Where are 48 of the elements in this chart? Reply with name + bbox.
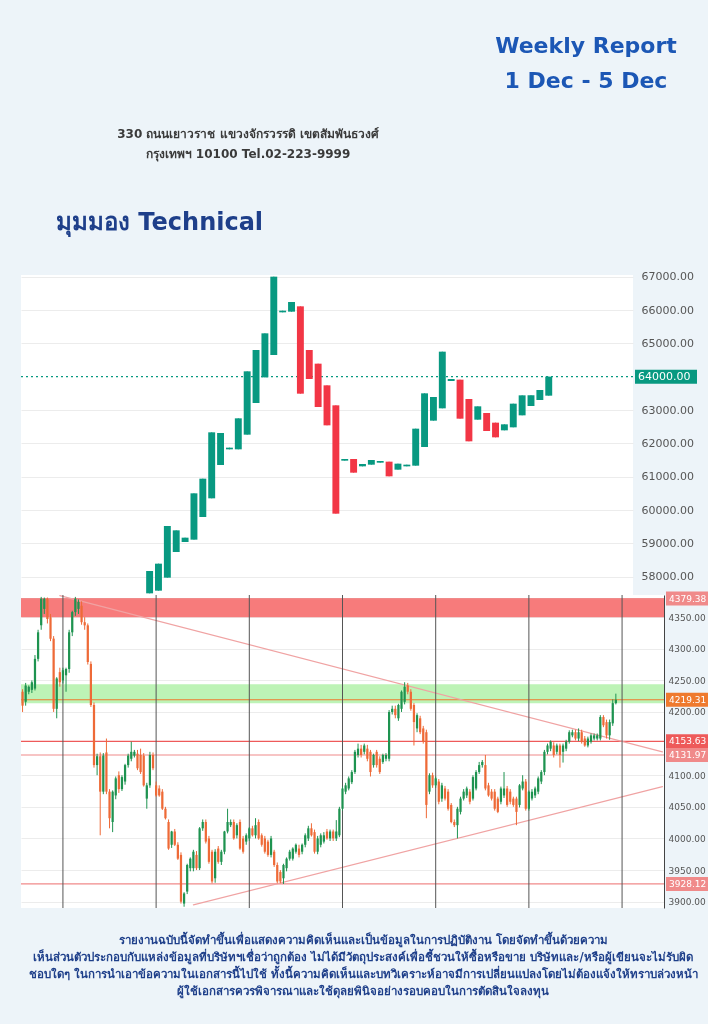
candlestick bbox=[24, 682, 27, 707]
y-tick-label: 4100.00 bbox=[668, 770, 706, 781]
text: รายงานฉบับนี้จัดทำขึ้นเพื่อแสดงความคิดเห็นและเป็นข้อมูลในการปฏิบัติงาน โดยจัดทำขึ้นด้วยความ เห็นส่วนตัวประกอบกับแหล่งข้อมูลที่บริษัทฯเชื่อว่าถูกต้อง ไม่ได้มีวัตถุประสงค์เพื่อชี้ชวนให้ซื้อหรือขาย บริษัทและ/หรือผู้เขียนจะไม่รับผิด ชอบใดๆ ในการนำเอาข้อความในเอกสารนี้ไปใช้ ทั้งนี้ความคิดเห็นและบทวิเคราะห์อาจมีการเปลี่ยนแปลงโดยไม่ต้องแจ้งให้ทราบล่วงหน้า ผู้ใช้เอกสารควรพิจารณาและใช้ดุลยพินิจอย่างรอบคอบในการตัดสินใจลงทุน bbox=[28, 931, 698, 999]
candlestick bbox=[95, 753, 99, 776]
y-tick-label: 4050.00 bbox=[668, 802, 706, 813]
y-tick-label: 59000.00 bbox=[641, 536, 694, 550]
candlestick bbox=[136, 749, 139, 771]
chart-subtitle: 1 Dec - 5 Dec bbox=[504, 68, 668, 93]
text: กรุงเทพฯ 10100 Tel.02-223-9999 bbox=[145, 147, 351, 162]
ref-line-label: 4131.97 bbox=[669, 750, 707, 760]
candlestick bbox=[428, 772, 431, 795]
ref-line-label: 4219.31 bbox=[669, 694, 707, 705]
ref-line-label: 3928.12 bbox=[669, 878, 707, 889]
candlestick bbox=[369, 749, 372, 777]
y-tick-label: 67000.00 bbox=[641, 270, 694, 284]
candlestick bbox=[192, 849, 195, 872]
candlestick bbox=[515, 796, 518, 826]
y-tick-label: 62000.00 bbox=[641, 436, 694, 450]
candlestick bbox=[254, 817, 257, 839]
y-tick-label: 4200.00 bbox=[668, 707, 706, 718]
ref-line-label: 4379.38 bbox=[669, 593, 707, 604]
y-tick-label: 63000.00 bbox=[641, 403, 694, 417]
candlestick bbox=[605, 719, 608, 740]
y-tick-label: 4300.00 bbox=[668, 644, 706, 655]
y-tick-label: 66000.00 bbox=[641, 303, 694, 317]
candlestick bbox=[322, 831, 325, 844]
candlestick bbox=[21, 688, 24, 713]
candlestick bbox=[471, 774, 475, 802]
candlestick bbox=[429, 396, 437, 422]
y-tick-label: 60000.00 bbox=[641, 503, 694, 517]
ref-line-label: 64000.00 bbox=[638, 369, 691, 383]
text: 330 ถนนเยาวราช แขวงจักรวรรดิ เขตสัมพันธวงศ์ bbox=[117, 127, 379, 141]
y-tick-label: 4250.00 bbox=[668, 675, 706, 686]
candlestick bbox=[117, 770, 120, 794]
candlestick bbox=[316, 835, 319, 855]
chart-title: Weekly Report bbox=[495, 33, 678, 58]
y-tick-label: 58000.00 bbox=[641, 570, 694, 584]
y-tick-label: 4350.00 bbox=[668, 612, 706, 623]
ref-line-label: 4153.63 bbox=[669, 736, 707, 747]
candlestick bbox=[195, 850, 198, 871]
y-tick-label: 3950.00 bbox=[668, 865, 706, 876]
text: มุมมอง Technical bbox=[56, 208, 264, 238]
y-tick-label: 3900.00 bbox=[668, 897, 706, 908]
y-tick-label: 61000.00 bbox=[641, 470, 694, 484]
y-tick-label: 65000.00 bbox=[641, 336, 694, 350]
y-tick-label: 4000.00 bbox=[668, 833, 706, 844]
candlestick bbox=[561, 743, 565, 764]
candlestick bbox=[80, 600, 83, 626]
